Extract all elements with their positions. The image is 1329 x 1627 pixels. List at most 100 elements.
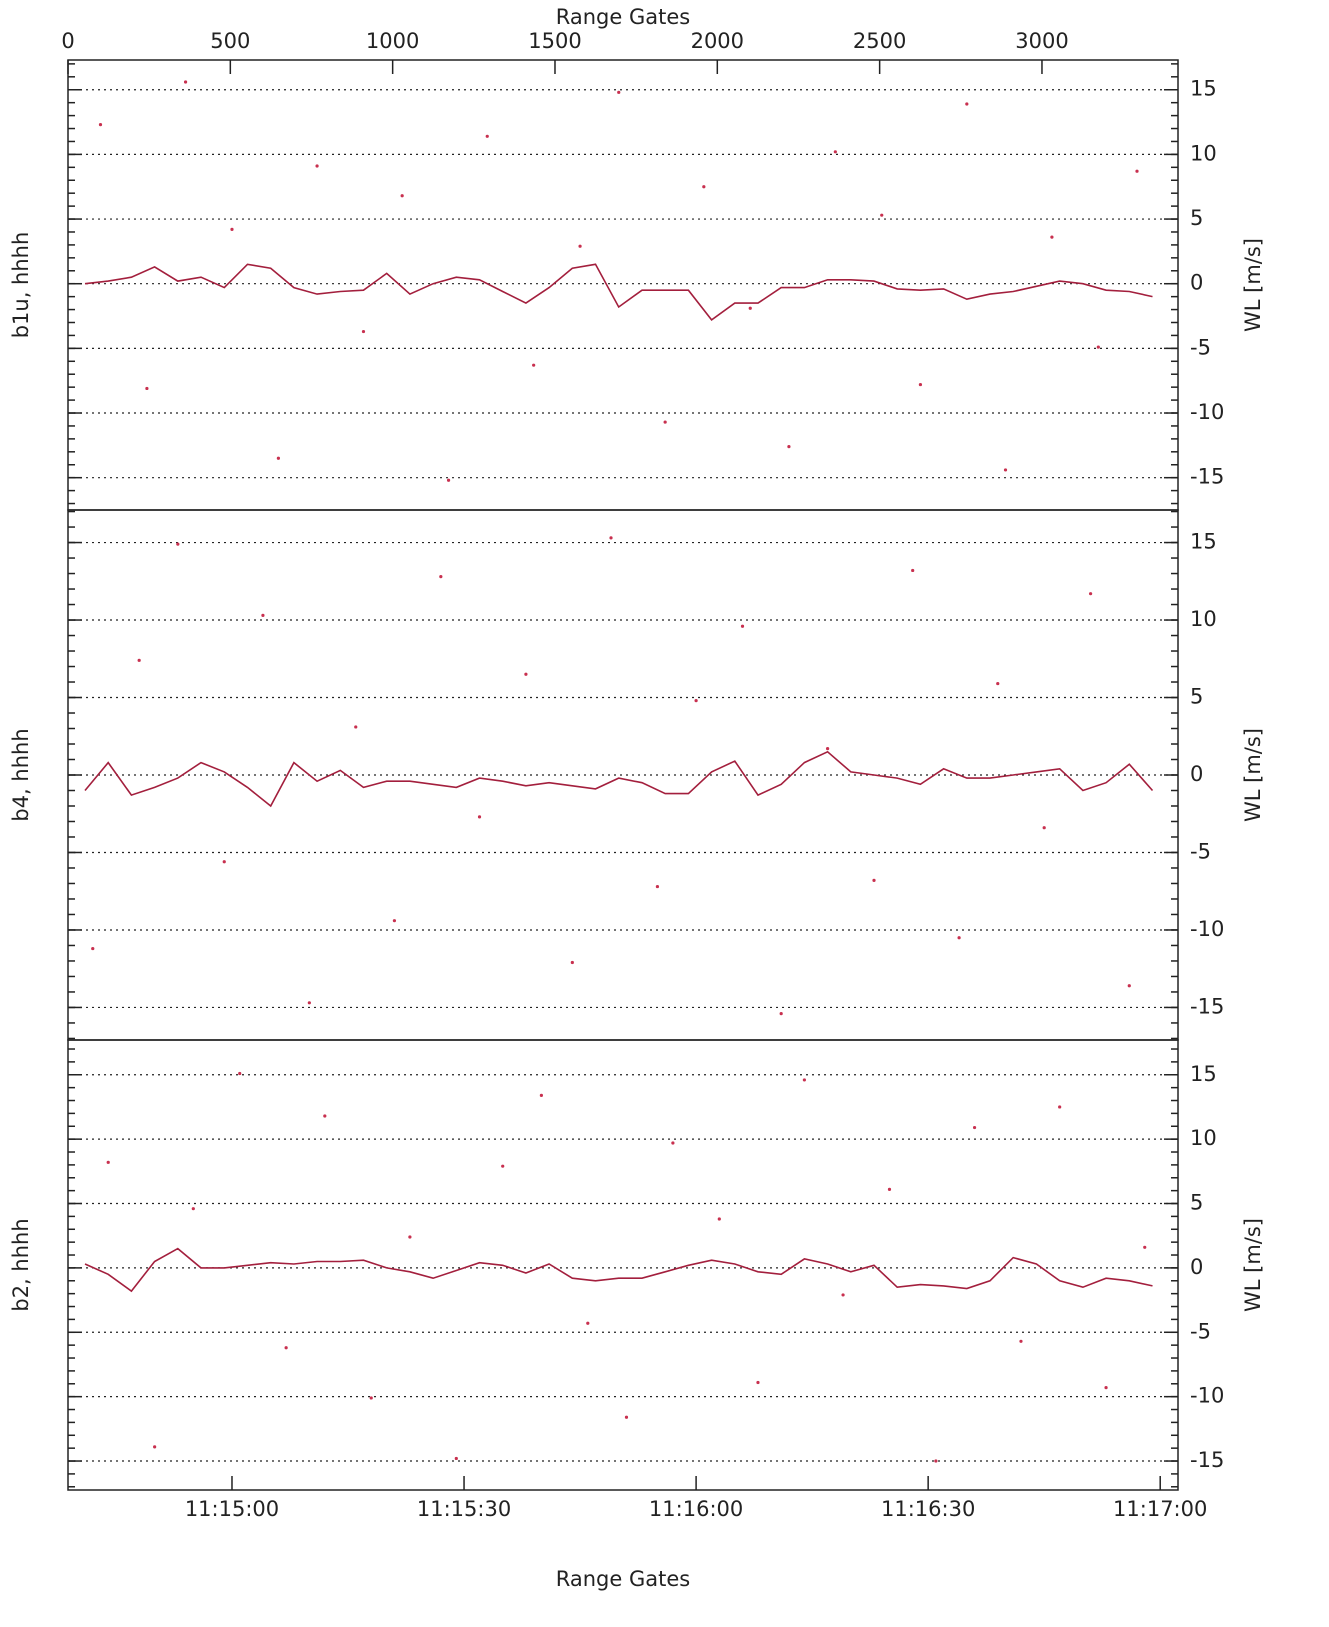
y2-axis-label: WL [m/s] (1241, 238, 1265, 332)
data-point (1143, 1245, 1147, 1249)
x2-tick-label: 3000 (1015, 29, 1068, 53)
x2-tick-label: 2000 (691, 29, 744, 53)
data-point (284, 1346, 288, 1350)
data-point (307, 1001, 311, 1005)
y-tick-label: 15 (1190, 1062, 1217, 1086)
data-point (153, 1445, 157, 1449)
data-point (315, 164, 319, 168)
data-point (918, 382, 923, 387)
data-point (276, 456, 280, 460)
y-axis-label: b2, hhhh (9, 1218, 33, 1311)
x2-axis-label: Range Gates (556, 5, 690, 29)
data-point (717, 1217, 721, 1221)
x2-tick-label: 2500 (853, 29, 906, 53)
y-tick-label: 0 (1190, 1255, 1203, 1279)
data-point (408, 1235, 412, 1239)
y-tick-label: -15 (1190, 1448, 1224, 1472)
data-point (1104, 1386, 1108, 1390)
data-point (354, 725, 358, 729)
data-point (671, 1141, 675, 1145)
data-point (779, 1012, 783, 1016)
data-point (145, 386, 149, 391)
y-tick-label: 10 (1190, 1126, 1217, 1150)
data-point (655, 884, 660, 889)
data-point (1042, 826, 1046, 830)
x-tick-label: 11:15:00 (185, 1497, 279, 1521)
y-axis-label: b4, hhhh (9, 728, 33, 821)
data-point (176, 542, 180, 546)
x2-tick-label: 1000 (366, 29, 419, 53)
x-tick-label: 11:17:00 (1113, 1497, 1207, 1521)
data-point (454, 1456, 458, 1461)
data-line (84, 750, 1154, 808)
data-point (392, 919, 397, 923)
data-point (586, 1321, 590, 1325)
y-tick-label: -10 (1190, 917, 1224, 941)
data-point (323, 1114, 327, 1118)
x-tick-label: 11:16:30 (881, 1497, 975, 1521)
data-point (756, 1380, 760, 1385)
data-point (802, 1078, 806, 1082)
data-point (934, 1459, 938, 1463)
y-tick-label: -5 (1190, 335, 1211, 359)
data-point (787, 445, 791, 449)
data-point (532, 363, 536, 367)
data-point (578, 244, 582, 248)
data-point (524, 672, 528, 676)
data-point (841, 1293, 845, 1297)
data-point (570, 960, 574, 965)
data-point (137, 658, 141, 662)
plot-frame (67, 59, 1179, 511)
data-point (880, 213, 884, 217)
x-tick-label: 11:15:30 (417, 1497, 511, 1521)
data-point (222, 860, 226, 864)
y-tick-label: -10 (1190, 1384, 1224, 1408)
y-tick-label: -5 (1190, 1319, 1211, 1343)
data-point (1003, 468, 1008, 472)
data-point (230, 227, 234, 231)
data-point (1135, 169, 1139, 173)
data-point (872, 878, 876, 882)
y-tick-label: -10 (1190, 400, 1224, 424)
data-point (238, 1071, 242, 1076)
data-point (446, 478, 451, 482)
data-point (748, 306, 752, 310)
data-point (996, 681, 1000, 686)
y-tick-label: 0 (1190, 271, 1203, 295)
data-point (833, 150, 837, 154)
data-point (617, 90, 621, 94)
data-point (191, 1207, 195, 1211)
x2-tick-label: 1500 (528, 29, 581, 53)
y-tick-label: 5 (1190, 206, 1203, 230)
data-point (911, 568, 915, 573)
y-tick-label: 5 (1190, 1191, 1203, 1215)
y-tick-label: 15 (1190, 77, 1217, 101)
data-point (1096, 345, 1100, 349)
data-point (477, 815, 482, 819)
y-tick-label: -5 (1190, 839, 1211, 863)
y2-axis-label: WL [m/s] (1241, 1218, 1265, 1312)
data-point (609, 536, 613, 540)
x2-tick-label: 0 (61, 29, 74, 53)
y-axis-label: b1u, hhhh (9, 232, 33, 339)
data-point (361, 329, 366, 334)
data-point (957, 936, 961, 940)
y-tick-label: -15 (1190, 994, 1224, 1018)
y-tick-label: 15 (1190, 530, 1217, 554)
data-point (501, 1164, 505, 1168)
y-tick-label: -15 (1190, 465, 1224, 489)
data-point (369, 1396, 373, 1400)
data-point (439, 575, 443, 579)
x-axis-label: Range Gates (556, 1567, 690, 1591)
data-point (485, 134, 489, 138)
data-point (261, 613, 265, 617)
y2-axis-label: WL [m/s] (1241, 728, 1265, 822)
data-point (624, 1415, 629, 1419)
data-point (972, 1125, 977, 1130)
data-point (1127, 984, 1131, 988)
y-tick-label: 5 (1190, 685, 1203, 709)
data-point (702, 185, 706, 189)
data-point (91, 946, 95, 951)
data-point (106, 1160, 110, 1164)
